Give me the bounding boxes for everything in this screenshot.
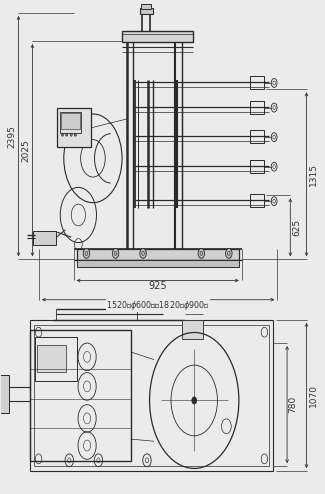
Bar — [250, 130, 265, 143]
Bar — [33, 231, 56, 245]
Text: 2025: 2025 — [21, 139, 31, 162]
Text: 780: 780 — [288, 396, 297, 413]
Text: 1520（$\phi$600）～1820（$\phi$900）: 1520（$\phi$600）～1820（$\phi$900） — [106, 299, 210, 312]
Bar — [250, 76, 265, 89]
Bar — [37, 344, 66, 371]
Text: 625: 625 — [292, 219, 301, 236]
Circle shape — [140, 248, 146, 258]
Text: 925: 925 — [148, 281, 167, 291]
Bar — [57, 108, 91, 147]
Bar — [250, 101, 265, 114]
Bar — [141, 3, 151, 8]
Bar — [35, 337, 77, 381]
Bar — [77, 260, 239, 267]
Bar — [140, 7, 153, 13]
Text: 2395: 2395 — [7, 124, 16, 148]
Bar — [77, 249, 239, 260]
Circle shape — [198, 248, 204, 258]
Bar — [250, 194, 265, 207]
Bar — [61, 113, 80, 129]
Circle shape — [70, 133, 72, 136]
Circle shape — [192, 397, 197, 404]
Bar — [60, 112, 81, 133]
Circle shape — [66, 133, 68, 136]
Bar — [34, 325, 269, 466]
Circle shape — [112, 248, 119, 258]
Bar — [0, 375, 9, 412]
Text: 1315: 1315 — [309, 163, 318, 186]
Circle shape — [83, 248, 90, 258]
Bar — [31, 330, 131, 461]
Bar — [250, 160, 265, 172]
Circle shape — [74, 133, 76, 136]
Bar — [122, 31, 193, 42]
Circle shape — [61, 133, 63, 136]
Circle shape — [226, 248, 232, 258]
Text: 1070: 1070 — [308, 384, 318, 407]
Bar — [182, 320, 203, 338]
Bar — [31, 320, 273, 471]
